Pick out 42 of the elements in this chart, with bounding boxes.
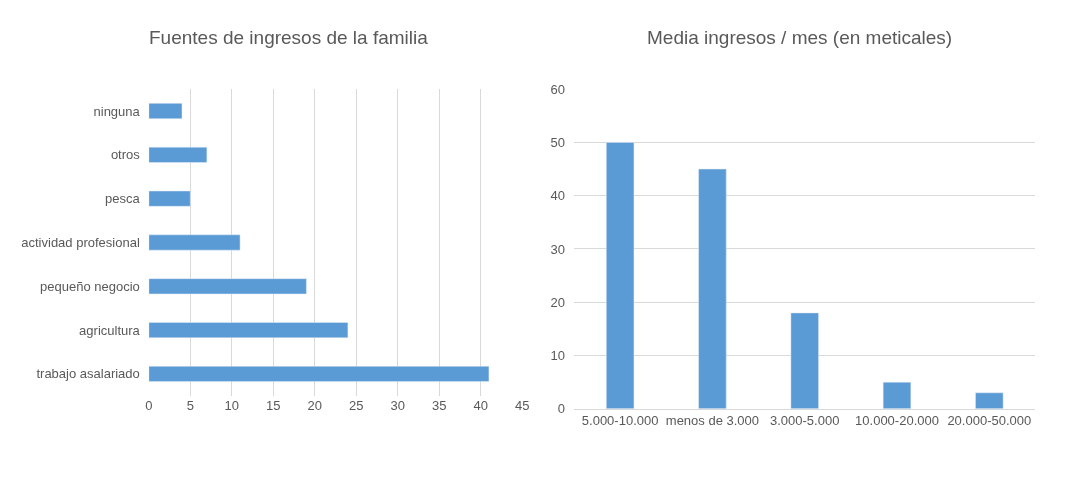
- y-tick-label: 10: [550, 348, 565, 364]
- x-tick-label: menos de 3.000: [665, 413, 760, 429]
- x-tick-label: 45: [514, 397, 530, 413]
- y-tick-label: otros: [110, 147, 141, 163]
- x-tick-label: 0: [145, 397, 153, 413]
- y-tick-label: actividad profesional: [21, 235, 140, 251]
- y-tick-label: pesca: [105, 191, 141, 207]
- bar: [148, 146, 208, 163]
- y-tick-label: trabajo asalariado: [36, 366, 140, 382]
- y-tick-label: ninguna: [93, 103, 141, 119]
- y-tick-label: agricultura: [79, 322, 141, 338]
- bar: [148, 322, 349, 339]
- chart-title: Fuentes de ingresos de la familia: [149, 27, 429, 48]
- x-tick-label: 35: [431, 397, 447, 413]
- chart-title: Media ingresos / mes (en meticales): [647, 27, 953, 48]
- x-tick-label: 40: [473, 397, 488, 413]
- x-tick-label: 15: [266, 397, 281, 413]
- bar: [975, 392, 1004, 409]
- bar: [148, 190, 191, 207]
- x-tick-label: 5: [186, 397, 194, 413]
- x-tick-label: 20: [307, 397, 322, 413]
- y-tick-label: 20: [550, 294, 565, 310]
- bar: [698, 168, 727, 409]
- bar: [148, 234, 241, 251]
- x-tick-label: 20.000-50.000: [947, 413, 1032, 429]
- x-tick-label: 30: [390, 397, 405, 413]
- y-tick-label: 60: [550, 81, 565, 97]
- bar: [148, 366, 490, 382]
- x-tick-label: 5.000-10.000: [581, 413, 659, 429]
- x-tick-label: 3.000-5.000: [770, 413, 840, 429]
- y-tick-label: 40: [550, 188, 565, 204]
- bar: [790, 312, 819, 409]
- x-tick-label: 25: [348, 397, 364, 413]
- y-tick-label: pequeño negocio: [40, 278, 140, 294]
- x-tick-label: 10: [224, 397, 239, 413]
- y-tick-label: 30: [550, 241, 565, 257]
- y-tick-label: 50: [550, 134, 565, 150]
- bar: [882, 381, 912, 409]
- bar: [148, 278, 307, 295]
- x-tick-label: 10.000-20.000: [855, 413, 939, 429]
- bar: [606, 142, 635, 409]
- bar: [148, 103, 183, 119]
